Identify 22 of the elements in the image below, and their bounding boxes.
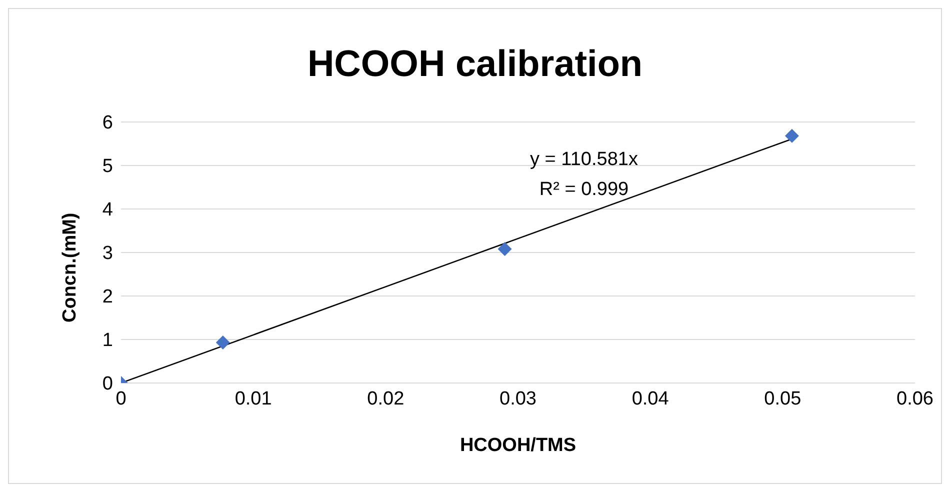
y-tick-label: 1 <box>102 330 113 352</box>
x-tick-label: 0.01 <box>234 388 272 410</box>
point <box>784 128 799 143</box>
point <box>216 336 230 350</box>
y-tick-label: 4 <box>102 200 114 221</box>
point <box>498 242 512 256</box>
x-tick-label: 0 <box>116 388 126 410</box>
y-tick-label: 6 <box>102 112 113 134</box>
x-tick-label: 0.06 <box>896 388 934 410</box>
annotation: R² = 0.999 <box>539 179 629 200</box>
y-axis-title: Concn.(mM) <box>60 212 81 322</box>
chart-title: HCOOH calibration <box>306 43 644 85</box>
annotation: y = 110.581x <box>530 149 638 170</box>
y-tick-label: 3 <box>102 243 113 264</box>
y-tick-label: 5 <box>102 156 113 178</box>
y-tick-label: 0 <box>102 374 113 395</box>
x-tick-label: 0.02 <box>367 388 404 410</box>
x-tick-label: 0.05 <box>764 388 802 410</box>
y-tick-label: 2 <box>102 286 113 308</box>
x-axis-title: HCOOH/TMS <box>460 435 576 456</box>
x-tick-label: 0.04 <box>632 388 670 410</box>
x-tick-label: 0.03 <box>500 388 536 410</box>
